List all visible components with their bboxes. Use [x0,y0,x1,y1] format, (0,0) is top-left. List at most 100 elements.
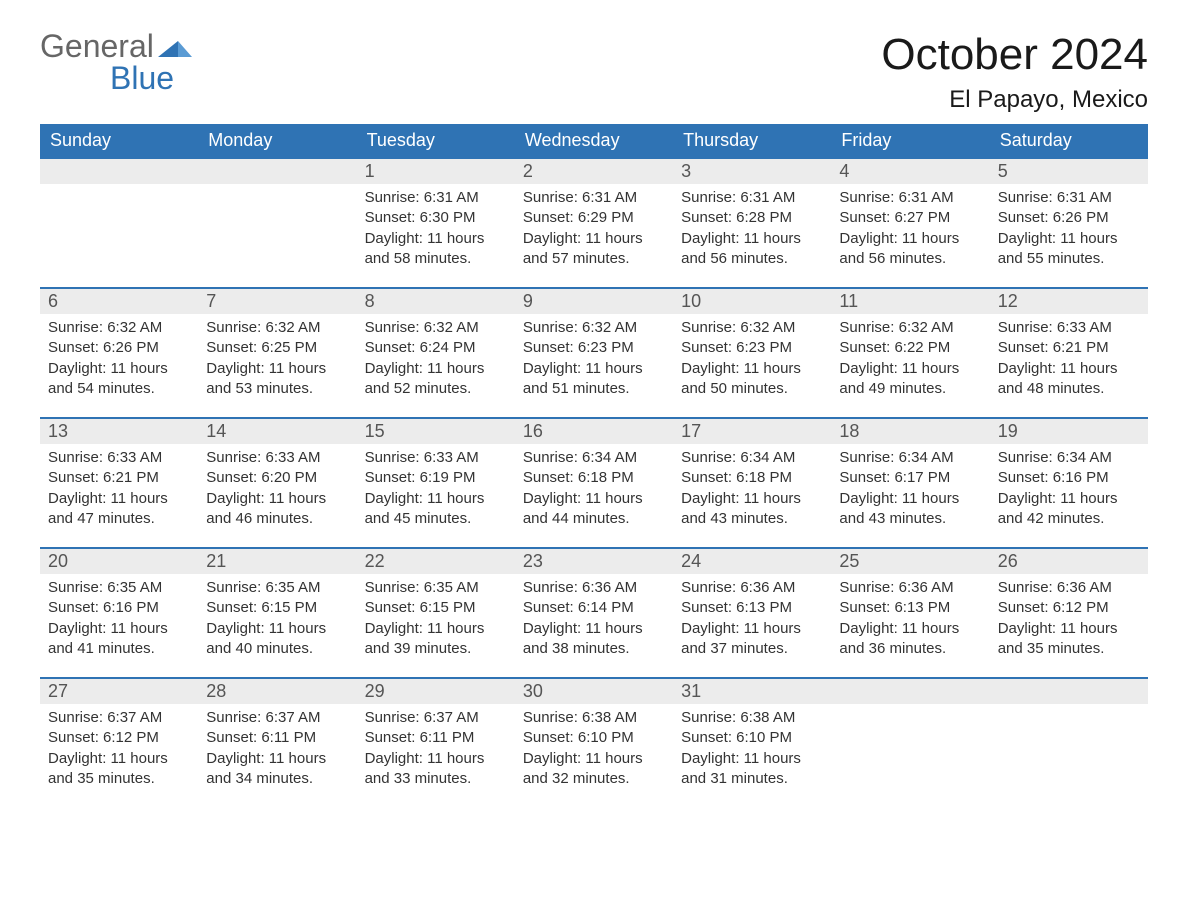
day-body: Sunrise: 6:32 AMSunset: 6:22 PMDaylight:… [831,314,989,417]
day-number: 9 [515,289,673,314]
day-number: 20 [40,549,198,574]
day-number: 31 [673,679,831,704]
day-number: 24 [673,549,831,574]
sunrise-line: Sunrise: 6:32 AM [48,318,190,338]
day-body: Sunrise: 6:37 AMSunset: 6:12 PMDaylight:… [40,704,198,807]
sunset-line: Sunset: 6:11 PM [365,728,507,748]
weekday-header: Monday [198,124,356,158]
sunrise-line: Sunrise: 6:37 AM [48,708,190,728]
sunset-line: Sunset: 6:12 PM [998,598,1140,618]
day-body [40,184,198,284]
day-body: Sunrise: 6:31 AMSunset: 6:30 PMDaylight:… [357,184,515,287]
day-number: 28 [198,679,356,704]
calendar-table: SundayMondayTuesdayWednesdayThursdayFrid… [40,124,1148,807]
day-body: Sunrise: 6:36 AMSunset: 6:12 PMDaylight:… [990,574,1148,677]
calendar-cell: 7Sunrise: 6:32 AMSunset: 6:25 PMDaylight… [198,288,356,418]
daylight-line: Daylight: 11 hours and 46 minutes. [206,489,348,530]
calendar-cell: 22Sunrise: 6:35 AMSunset: 6:15 PMDayligh… [357,548,515,678]
day-number: 30 [515,679,673,704]
day-number: 6 [40,289,198,314]
sunrise-line: Sunrise: 6:37 AM [365,708,507,728]
day-number: 21 [198,549,356,574]
daylight-line: Daylight: 11 hours and 43 minutes. [681,489,823,530]
daylight-line: Daylight: 11 hours and 33 minutes. [365,749,507,790]
daylight-line: Daylight: 11 hours and 48 minutes. [998,359,1140,400]
day-number: 19 [990,419,1148,444]
sunrise-line: Sunrise: 6:32 AM [206,318,348,338]
daylight-line: Daylight: 11 hours and 51 minutes. [523,359,665,400]
sunrise-line: Sunrise: 6:36 AM [681,578,823,598]
daylight-line: Daylight: 11 hours and 39 minutes. [365,619,507,660]
day-body: Sunrise: 6:33 AMSunset: 6:21 PMDaylight:… [40,444,198,547]
sunrise-line: Sunrise: 6:34 AM [839,448,981,468]
sunset-line: Sunset: 6:13 PM [839,598,981,618]
day-body: Sunrise: 6:34 AMSunset: 6:18 PMDaylight:… [515,444,673,547]
sunrise-line: Sunrise: 6:36 AM [523,578,665,598]
day-number: 11 [831,289,989,314]
day-number: 4 [831,159,989,184]
sunset-line: Sunset: 6:15 PM [206,598,348,618]
calendar-cell: 12Sunrise: 6:33 AMSunset: 6:21 PMDayligh… [990,288,1148,418]
sunset-line: Sunset: 6:28 PM [681,208,823,228]
sunset-line: Sunset: 6:16 PM [998,468,1140,488]
calendar-cell: 16Sunrise: 6:34 AMSunset: 6:18 PMDayligh… [515,418,673,548]
sunrise-line: Sunrise: 6:31 AM [681,188,823,208]
day-number: 3 [673,159,831,184]
sunrise-line: Sunrise: 6:35 AM [48,578,190,598]
weekday-header: Wednesday [515,124,673,158]
sunset-line: Sunset: 6:23 PM [681,338,823,358]
sunset-line: Sunset: 6:12 PM [48,728,190,748]
sunrise-line: Sunrise: 6:34 AM [523,448,665,468]
daylight-line: Daylight: 11 hours and 44 minutes. [523,489,665,530]
brand-word-1: General [40,30,154,62]
sunrise-line: Sunrise: 6:33 AM [365,448,507,468]
title-block: October 2024 El Papayo, Mexico [881,30,1148,114]
daylight-line: Daylight: 11 hours and 35 minutes. [48,749,190,790]
day-body: Sunrise: 6:36 AMSunset: 6:14 PMDaylight:… [515,574,673,677]
calendar-cell: 2Sunrise: 6:31 AMSunset: 6:29 PMDaylight… [515,158,673,288]
day-number [990,679,1148,704]
header: General Blue October 2024 El Papayo, Mex… [40,30,1148,114]
sunset-line: Sunset: 6:11 PM [206,728,348,748]
day-number: 7 [198,289,356,314]
brand-word-2: Blue [110,62,192,94]
day-body: Sunrise: 6:37 AMSunset: 6:11 PMDaylight:… [198,704,356,807]
calendar-cell: 19Sunrise: 6:34 AMSunset: 6:16 PMDayligh… [990,418,1148,548]
daylight-line: Daylight: 11 hours and 38 minutes. [523,619,665,660]
calendar-cell: 23Sunrise: 6:36 AMSunset: 6:14 PMDayligh… [515,548,673,678]
calendar-cell: 14Sunrise: 6:33 AMSunset: 6:20 PMDayligh… [198,418,356,548]
sunset-line: Sunset: 6:26 PM [48,338,190,358]
daylight-line: Daylight: 11 hours and 36 minutes. [839,619,981,660]
sunrise-line: Sunrise: 6:35 AM [206,578,348,598]
calendar-header-row: SundayMondayTuesdayWednesdayThursdayFrid… [40,124,1148,158]
day-body: Sunrise: 6:34 AMSunset: 6:17 PMDaylight:… [831,444,989,547]
day-number: 23 [515,549,673,574]
calendar-cell: 25Sunrise: 6:36 AMSunset: 6:13 PMDayligh… [831,548,989,678]
calendar-cell: 5Sunrise: 6:31 AMSunset: 6:26 PMDaylight… [990,158,1148,288]
day-number: 18 [831,419,989,444]
day-body: Sunrise: 6:38 AMSunset: 6:10 PMDaylight:… [515,704,673,807]
sunset-line: Sunset: 6:15 PM [365,598,507,618]
calendar-cell: 8Sunrise: 6:32 AMSunset: 6:24 PMDaylight… [357,288,515,418]
daylight-line: Daylight: 11 hours and 56 minutes. [681,229,823,270]
day-body: Sunrise: 6:32 AMSunset: 6:23 PMDaylight:… [515,314,673,417]
sunset-line: Sunset: 6:10 PM [681,728,823,748]
sunrise-line: Sunrise: 6:32 AM [523,318,665,338]
daylight-line: Daylight: 11 hours and 35 minutes. [998,619,1140,660]
page-title: October 2024 [881,30,1148,80]
calendar-cell: 3 Sunrise: 6:31 AMSunset: 6:28 PMDaylight… [673,158,831,288]
day-number: 29 [357,679,515,704]
sunset-line: Sunset: 6:18 PM [523,468,665,488]
sunset-line: Sunset: 6:13 PM [681,598,823,618]
calendar-cell [198,158,356,288]
calendar-cell: 10Sunrise: 6:32 AMSunset: 6:23 PMDayligh… [673,288,831,418]
calendar-cell: 11Sunrise: 6:32 AMSunset: 6:22 PMDayligh… [831,288,989,418]
day-number: 1 [357,159,515,184]
daylight-line: Daylight: 11 hours and 57 minutes. [523,229,665,270]
day-body: Sunrise: 6:34 AMSunset: 6:18 PMDaylight:… [673,444,831,547]
day-body: Sunrise: 6:33 AMSunset: 6:21 PMDaylight:… [990,314,1148,417]
calendar-body: 1Sunrise: 6:31 AMSunset: 6:30 PMDaylight… [40,158,1148,807]
daylight-line: Daylight: 11 hours and 52 minutes. [365,359,507,400]
day-body: Sunrise: 6:32 AMSunset: 6:26 PMDaylight:… [40,314,198,417]
sunset-line: Sunset: 6:21 PM [998,338,1140,358]
